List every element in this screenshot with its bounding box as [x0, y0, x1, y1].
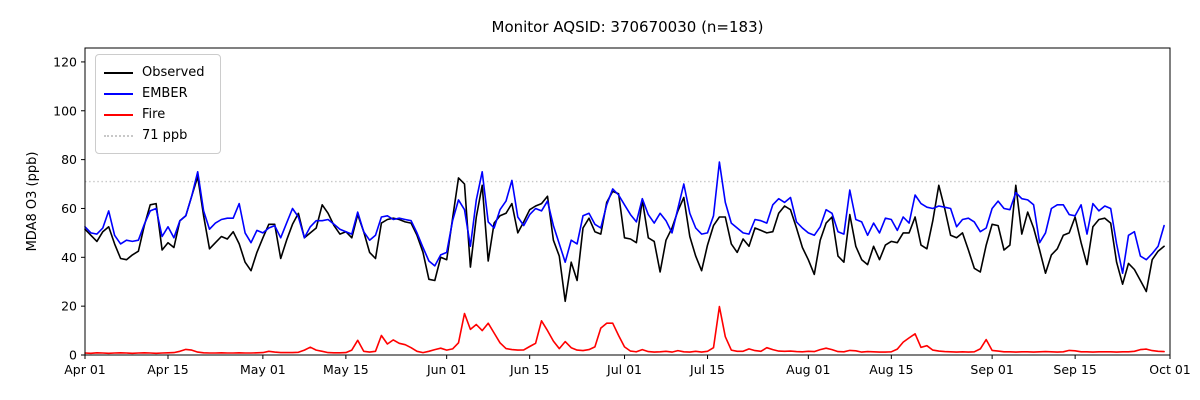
- y-tick-label: 120: [53, 54, 77, 69]
- x-tick-label: Sep 01: [970, 362, 1013, 377]
- legend-item-observed: Observed: [104, 62, 210, 83]
- y-tick-label: 40: [61, 250, 77, 265]
- x-tick-label: Sep 15: [1053, 362, 1096, 377]
- y-axis-label: MDA8 O3 (ppb): [25, 152, 40, 252]
- y-tick-label: 20: [61, 299, 77, 314]
- legend-label: Fire: [142, 107, 166, 122]
- x-tick-label: May 01: [240, 362, 286, 377]
- plot-area: [85, 48, 1170, 355]
- legend-line-sample: [104, 92, 133, 95]
- y-tick-label: 60: [61, 201, 77, 216]
- x-tick-label: Aug 01: [786, 362, 830, 377]
- x-tick-label: Oct 01: [1149, 362, 1191, 377]
- axes-frame: [84, 47, 1171, 356]
- legend-line-sample: [104, 113, 133, 116]
- observed-line: [84, 175, 1165, 303]
- x-tick-label: Apr 01: [64, 362, 106, 377]
- legend-label: EMBER: [142, 86, 188, 101]
- legend-label: 71 ppb: [142, 128, 188, 143]
- fire-line: [84, 305, 1165, 355]
- x-tick-label: Apr 15: [147, 362, 189, 377]
- legend-item-71-ppb: 71 ppb: [104, 125, 210, 146]
- x-tick-label: Jul 01: [606, 362, 642, 377]
- x-tick-label: Jun 15: [509, 362, 549, 377]
- x-tick-label: May 15: [323, 362, 369, 377]
- x-tick-label: Jun 01: [426, 362, 466, 377]
- legend-label: Observed: [142, 65, 205, 80]
- legend-line-sample: [104, 71, 133, 74]
- y-tick-label: 100: [53, 103, 77, 118]
- chart-title: Monitor AQSID: 370670030 (n=183): [492, 18, 764, 36]
- x-tick-label: Jul 15: [689, 362, 725, 377]
- y-tick-label: 80: [61, 152, 77, 167]
- y-tick-label: 0: [69, 348, 77, 363]
- x-tick-label: Aug 15: [869, 362, 913, 377]
- chart-legend: Observed EMBER Fire 71 ppb: [95, 54, 221, 154]
- ember-line: [84, 161, 1165, 275]
- legend-line-sample: [104, 134, 133, 137]
- legend-item-fire: Fire: [104, 104, 210, 125]
- legend-item-ember: EMBER: [104, 83, 210, 104]
